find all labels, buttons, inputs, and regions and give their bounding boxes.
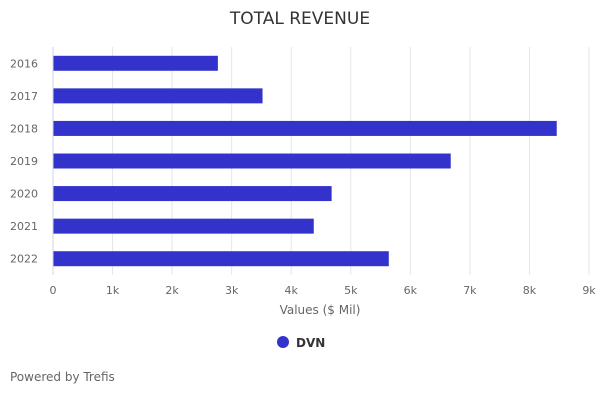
legend-label: DVN bbox=[296, 336, 325, 350]
x-axis-labels: 0 1k 2k 3k 4k 5k 6k 7k 8k 9k bbox=[50, 284, 597, 297]
x-tick-label: 7k bbox=[463, 284, 477, 297]
x-tick-label: 5k bbox=[344, 284, 358, 297]
bar-2016[interactable] bbox=[53, 55, 218, 71]
x-tick-label: 3k bbox=[225, 284, 239, 297]
bar-2020[interactable] bbox=[53, 186, 332, 202]
bar-2022[interactable] bbox=[53, 251, 389, 267]
chart-title: TOTAL REVENUE bbox=[229, 9, 370, 29]
y-tick-label: 2020 bbox=[10, 188, 38, 201]
y-tick-label: 2019 bbox=[10, 155, 38, 168]
legend-marker bbox=[277, 336, 289, 348]
legend-item-dvn[interactable]: DVN bbox=[277, 336, 325, 350]
bars bbox=[53, 55, 557, 267]
credits[interactable]: Powered by Trefis bbox=[10, 370, 115, 384]
x-tick-label: 9k bbox=[582, 284, 596, 297]
bar-2021[interactable] bbox=[53, 218, 314, 234]
y-tick-label: 2022 bbox=[10, 253, 38, 266]
x-tick-label: 6k bbox=[404, 284, 418, 297]
x-tick-label: 8k bbox=[523, 284, 537, 297]
x-tick-label: 1k bbox=[106, 284, 120, 297]
bar-2017[interactable] bbox=[53, 88, 263, 104]
bar-2019[interactable] bbox=[53, 153, 451, 169]
y-tick-label: 2016 bbox=[10, 57, 38, 70]
x-tick-label: 2k bbox=[165, 284, 179, 297]
y-tick-label: 2021 bbox=[10, 220, 38, 233]
y-tick-label: 2018 bbox=[10, 122, 38, 135]
x-tick-label: 0 bbox=[50, 284, 57, 297]
x-axis-title: Values ($ Mil) bbox=[280, 303, 361, 317]
y-tick-label: 2017 bbox=[10, 90, 38, 103]
bar-2018[interactable] bbox=[53, 120, 557, 136]
x-tick-label: 4k bbox=[285, 284, 299, 297]
y-axis-labels: 2016 2017 2018 2019 2020 2021 2022 bbox=[10, 57, 38, 265]
